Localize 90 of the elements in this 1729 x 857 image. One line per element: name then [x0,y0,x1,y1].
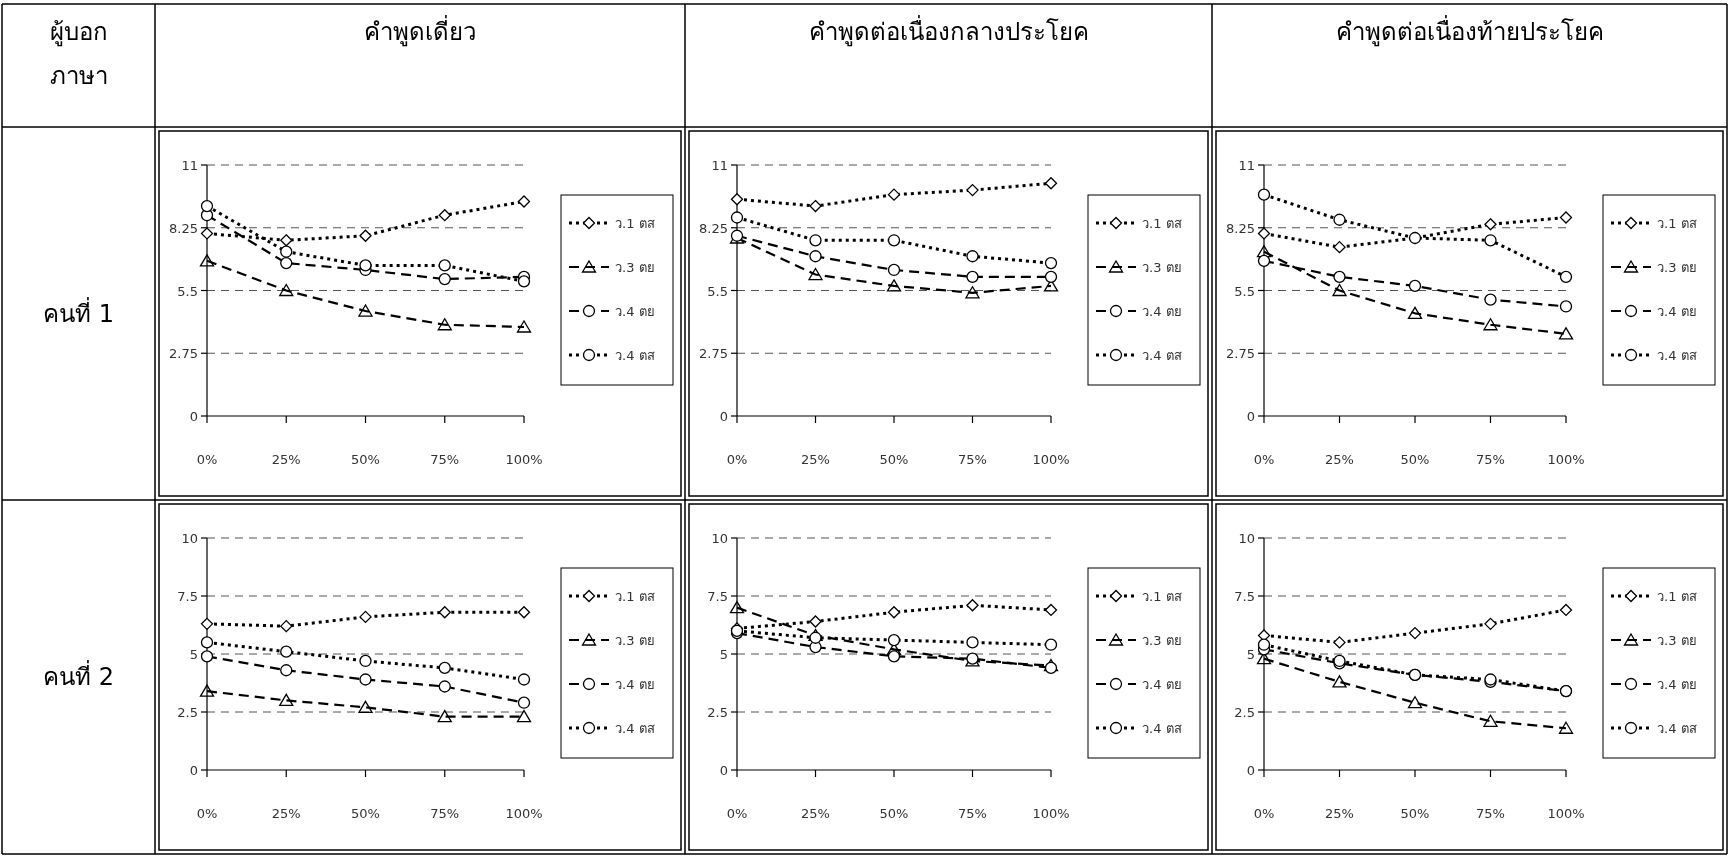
x-tick-label: 0% [726,806,748,821]
x-tick-label: 25% [801,806,830,821]
y-tick-label: 11 [1238,158,1255,173]
y-tick-label: 7.5 [177,589,198,604]
y-tick-label: 2.5 [177,705,198,720]
x-tick-label: 0% [196,452,218,467]
y-tick-label: 5.5 [177,283,198,299]
y-tick-label: 2.75 [699,346,728,362]
y-tick-label: 2.75 [169,346,198,362]
legend-label: ว.4 ตส [1657,721,1697,736]
x-tick-label: 75% [430,806,460,821]
x-tick-label: 50% [879,452,909,467]
x-tick-label: 100% [1032,452,1070,467]
legend-label: ว.4 ตย [1142,304,1182,319]
text: คำพูดเดี่ยว [364,15,476,47]
x-tick-label: 100% [1547,452,1585,467]
legend-label: ว.4 ตย [1142,677,1182,692]
y-tick-label: 10 [711,531,728,546]
x-tick-label: 75% [958,806,987,821]
legend-label: ว.1 ตส [1657,589,1697,604]
legend-label: ว.3 ตย [1657,633,1697,648]
y-tick-label: 0 [189,409,198,424]
y-tick-label: 0 [1246,763,1255,778]
legend-label: ว.1 ตส [615,216,655,231]
x-tick-label: 75% [1476,452,1505,467]
legend-label: ว.3 ตย [1142,633,1182,648]
legend-label: ว.1 ตส [615,589,655,604]
y-tick-label: 11 [711,158,728,173]
y-tick-label: 2.5 [707,705,728,720]
legend-label: ว.1 ตส [1142,216,1182,231]
y-tick-label: 8.25 [1226,220,1255,236]
y-tick-label: 7.5 [707,589,728,604]
x-tick-label: 50% [351,806,380,821]
text: ผู้บอก ภาษา [49,18,108,90]
y-tick-label: 7.5 [1234,589,1255,604]
y-tick-label: 10 [181,531,198,546]
legend-label: ว.4 ตส [1142,721,1182,736]
x-tick-label: 0% [196,806,218,821]
x-tick-label: 0% [1253,452,1275,467]
legend-label: ว.4 ตย [1657,304,1697,319]
x-tick-label: 75% [1476,806,1505,821]
text: คนที่ 1 [43,296,114,328]
x-tick-label: 100% [505,806,543,821]
text: คนที่ 2 [43,660,114,691]
x-tick-label: 50% [879,806,909,821]
legend-label: ว.4 ตย [615,304,655,319]
text: คำพูดต่อเนื่องท้ายประโยค [1335,15,1604,47]
legend-label: ว.3 ตย [1142,260,1182,275]
x-tick-label: 0% [726,452,748,467]
legend-label: ว.3 ตย [1657,260,1697,275]
y-tick-label: 0 [719,763,728,778]
x-tick-label: 75% [430,452,460,467]
x-tick-label: 0% [1253,806,1275,821]
legend-label: ว.4 ตย [615,677,655,692]
y-tick-label: 8.25 [169,220,198,236]
legend-label: ว.3 ตย [615,260,655,275]
legend-label: ว.4 ตย [1657,677,1697,692]
legend-label: ว.3 ตย [615,633,655,648]
y-tick-label: 5.5 [707,283,728,299]
x-tick-label: 100% [1547,806,1585,821]
x-tick-label: 25% [271,452,301,467]
x-tick-label: 100% [1032,806,1070,821]
y-tick-label: 5 [1246,647,1255,662]
legend-label: ว.4 ตส [615,721,655,736]
x-tick-label: 25% [1325,452,1354,467]
y-tick-label: 0 [189,763,198,778]
x-tick-label: 50% [351,452,380,467]
x-tick-label: 75% [958,452,987,467]
text: คำพูดต่อเนื่องกลางประโยค [808,15,1089,47]
y-tick-label: 2.5 [1234,705,1255,720]
y-tick-label: 5 [719,647,728,662]
y-tick-label: 5 [189,647,198,662]
x-tick-label: 25% [271,806,301,821]
y-tick-label: 5.5 [1234,283,1255,299]
legend-label: ว.1 ตส [1142,589,1182,604]
y-tick-label: 0 [719,409,728,424]
y-tick-label: 0 [1246,409,1255,424]
x-tick-label: 50% [1400,452,1430,467]
legend-label: ว.4 ตส [1142,348,1182,363]
x-tick-label: 100% [505,452,543,467]
x-tick-label: 25% [1325,806,1354,821]
y-tick-label: 11 [181,158,198,173]
y-tick-label: 8.25 [699,220,728,236]
y-tick-label: 2.75 [1226,346,1255,362]
legend-label: ว.4 ตส [615,348,655,363]
legend-label: ว.1 ตส [1657,216,1697,231]
legend-label: ว.4 ตส [1657,348,1697,363]
x-tick-label: 25% [801,452,830,467]
x-tick-label: 50% [1400,806,1430,821]
y-tick-label: 10 [1238,531,1255,546]
